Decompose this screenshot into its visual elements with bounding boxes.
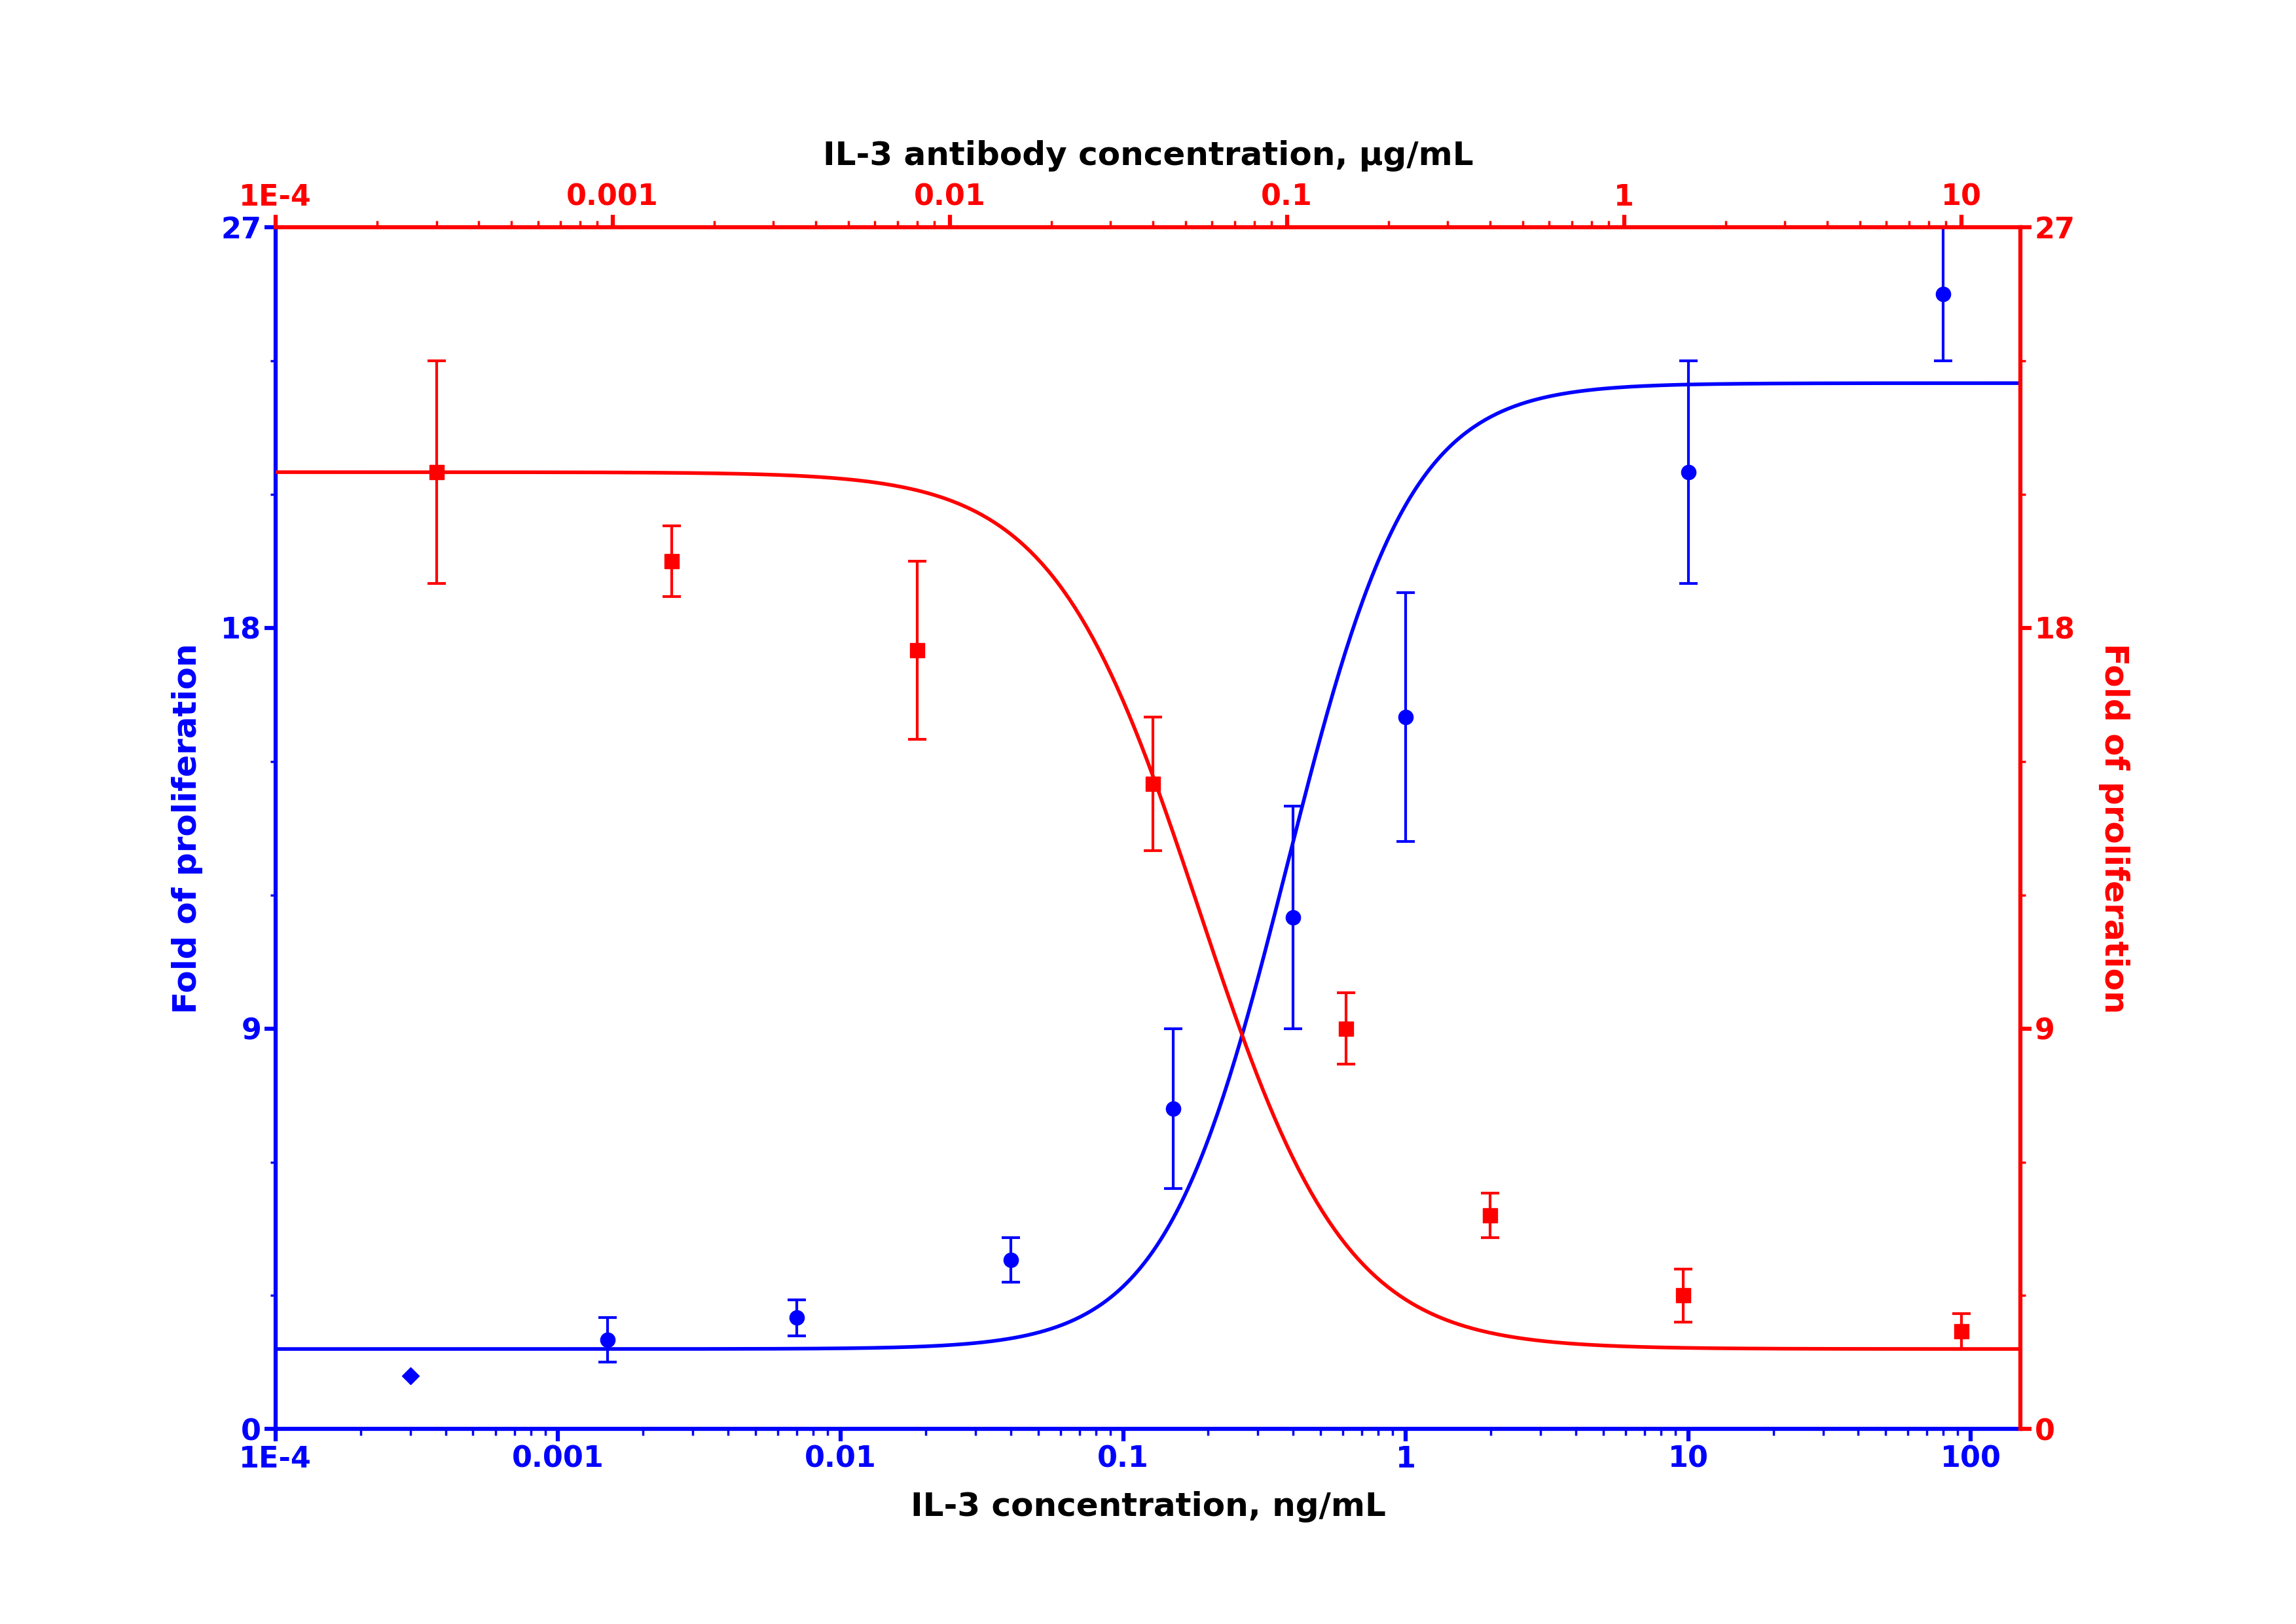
- Y-axis label: Fold of proliferation: Fold of proliferation: [172, 643, 202, 1013]
- X-axis label: IL-3 concentration, ng/mL: IL-3 concentration, ng/mL: [912, 1491, 1384, 1523]
- X-axis label: IL-3 antibody concentration, μg/mL: IL-3 antibody concentration, μg/mL: [822, 140, 1474, 172]
- Y-axis label: Fold of proliferation: Fold of proliferation: [2099, 643, 2131, 1013]
